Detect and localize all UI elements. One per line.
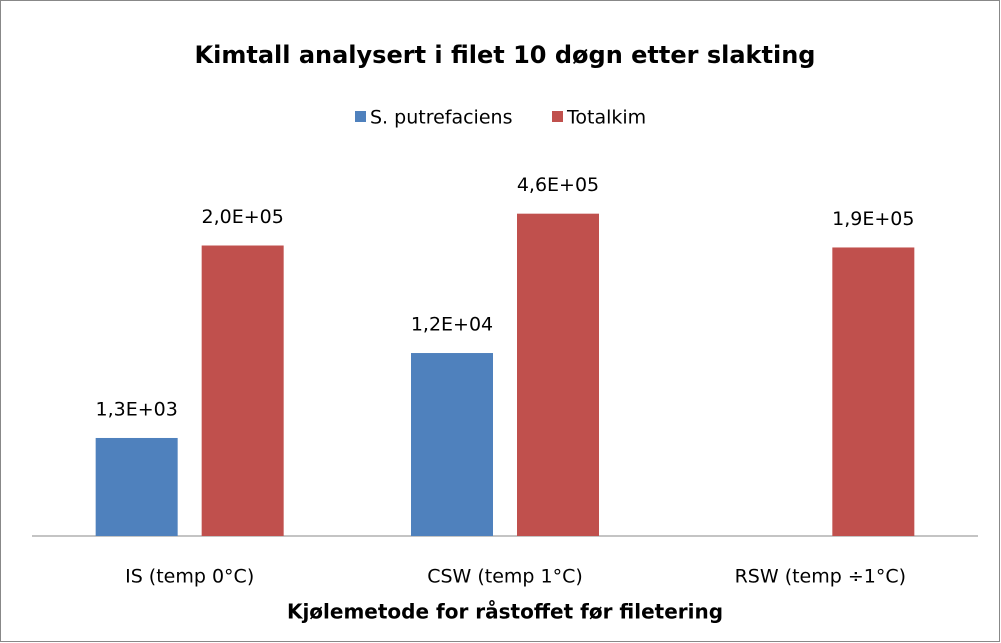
bar [411,353,493,536]
x-tick-label: CSW (temp 1°C) [427,566,583,588]
legend-label: S. putrefaciens [370,107,512,129]
x-axis-title: Kjølemetode for råstoffet før filetering [287,600,723,624]
value-label: 2,0E+05 [202,206,284,228]
legend-label: Totalkim [566,107,646,129]
legend-swatch [552,111,563,122]
bar [517,213,599,536]
x-tick-label: IS (temp 0°C) [125,566,254,588]
value-label: 1,3E+03 [96,398,178,420]
legend-swatch [355,111,366,122]
value-label: 4,6E+05 [517,174,599,196]
x-tick-label: RSW (temp ÷1°C) [735,566,906,588]
bar [95,437,178,536]
value-label: 1,2E+04 [411,314,493,336]
bar [832,247,915,537]
chart-title: Kimtall analysert i filet 10 døgn etter … [195,41,816,69]
value-label: 1,9E+05 [832,208,914,230]
bar [201,245,284,537]
